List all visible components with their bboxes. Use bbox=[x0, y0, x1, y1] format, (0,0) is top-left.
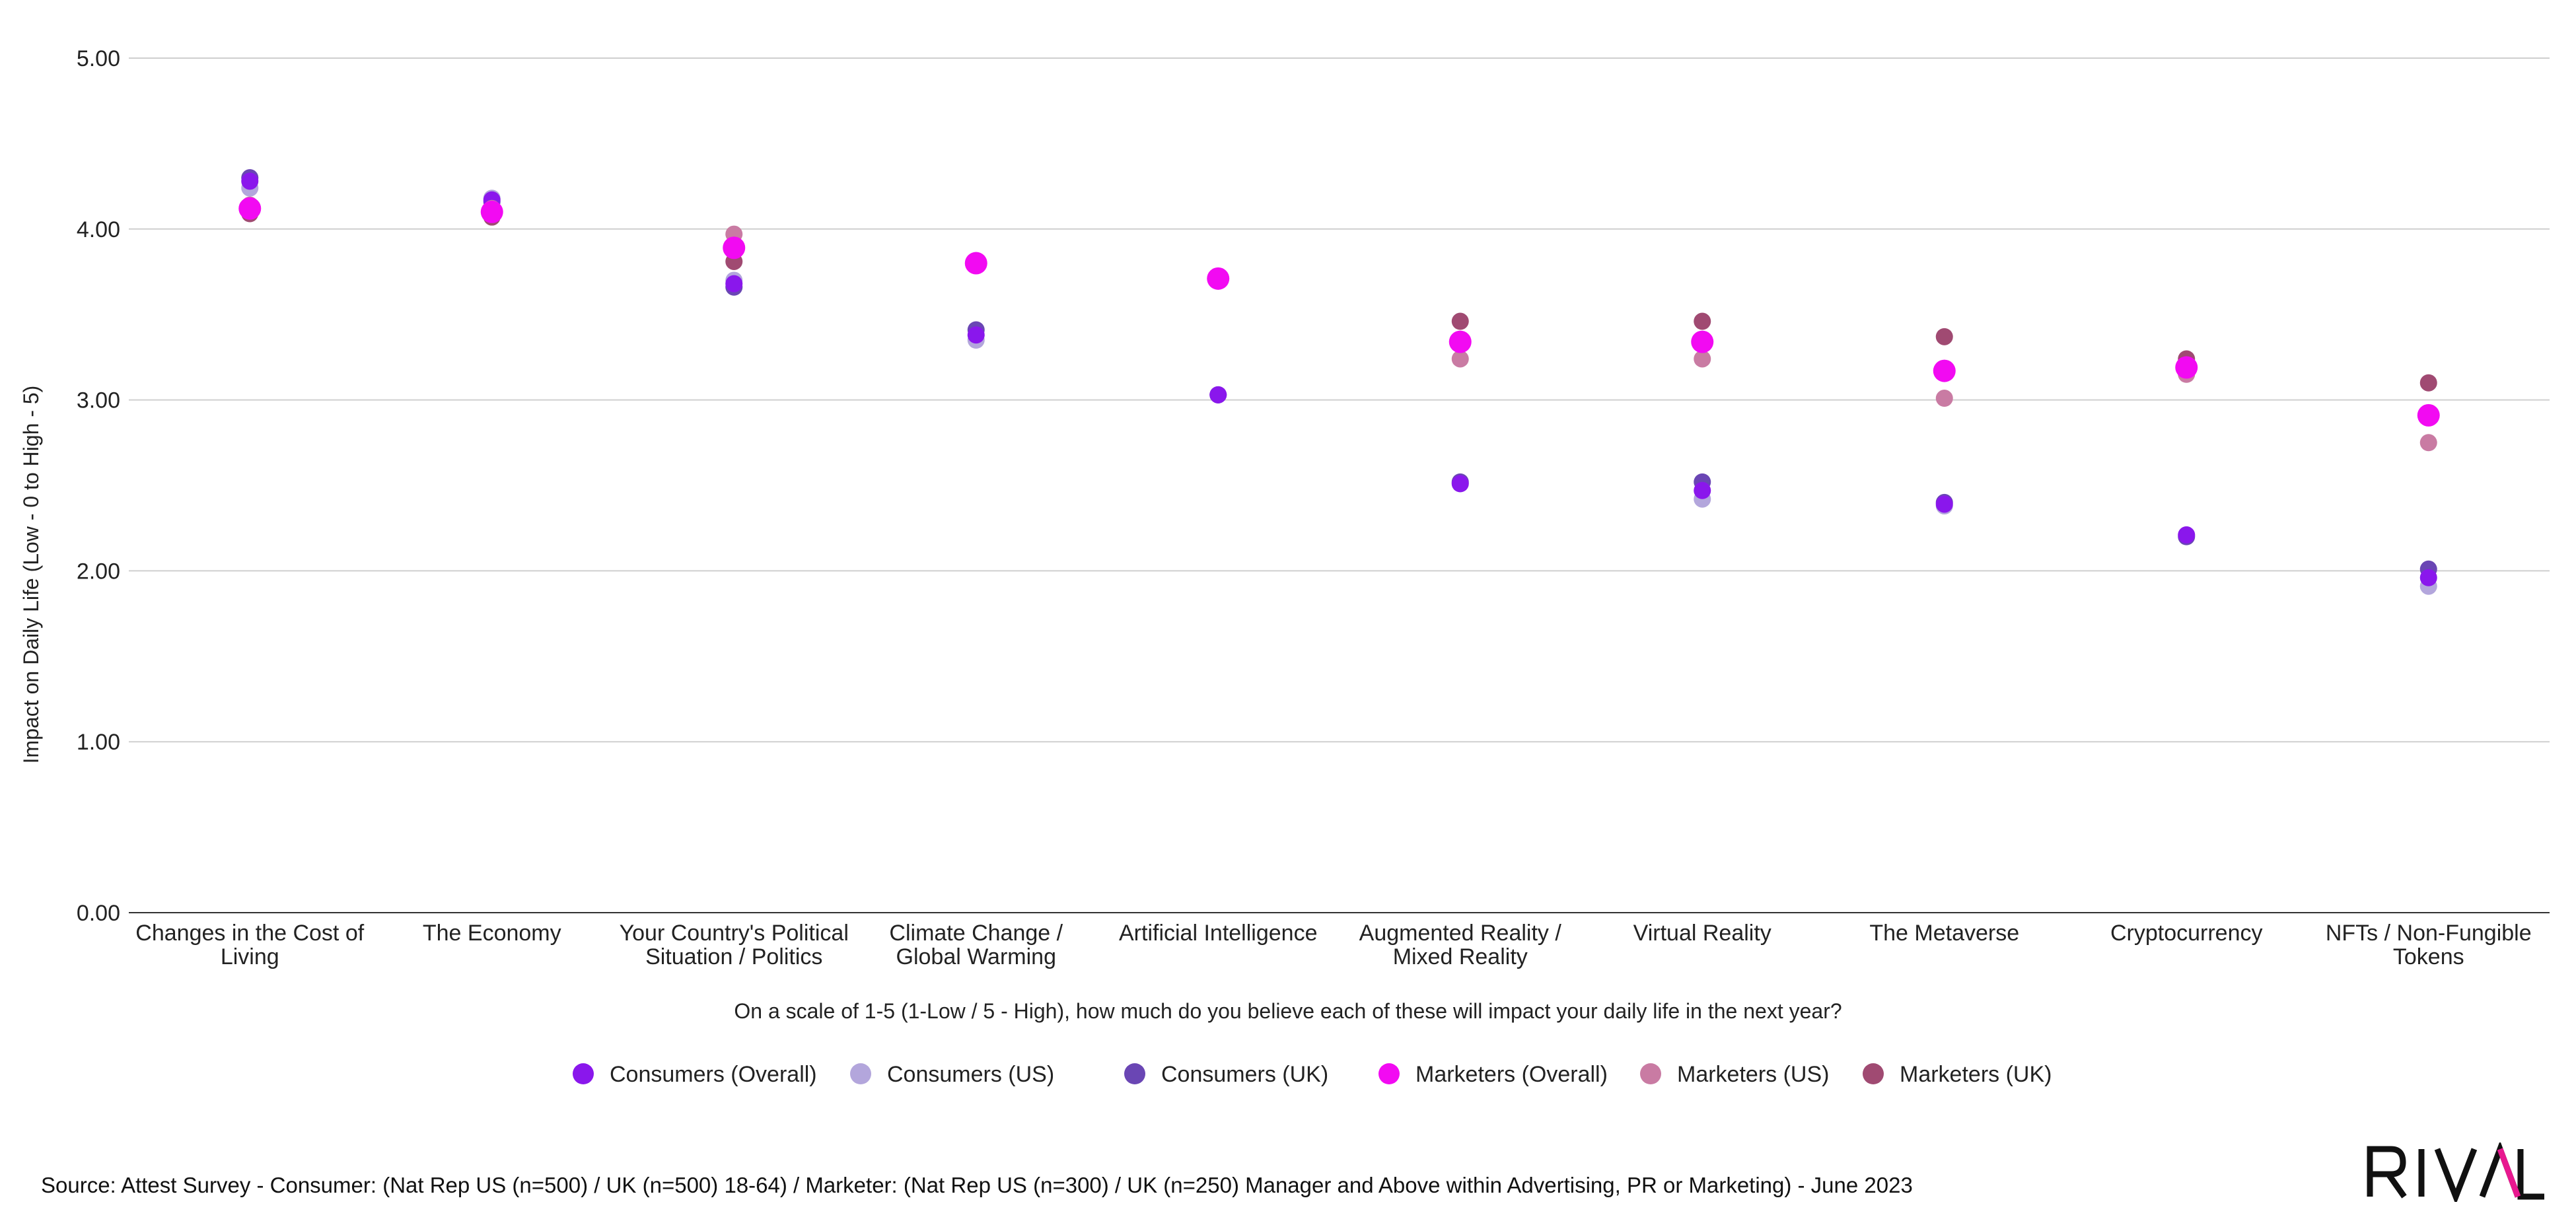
data-points bbox=[238, 169, 2440, 595]
x-category-label: Your Country's Political Situation / Poli… bbox=[620, 921, 849, 969]
legend-label: Marketers (Overall) bbox=[1415, 1062, 1608, 1087]
data-point bbox=[1933, 359, 1956, 382]
y-tick-label: 1.00 bbox=[77, 730, 120, 755]
x-category-label: Changes in the Cost of Living bbox=[135, 921, 364, 969]
data-point bbox=[1451, 312, 1469, 330]
data-point bbox=[2419, 374, 2437, 392]
legend-label: Consumers (UK) bbox=[1161, 1062, 1328, 1087]
x-category-labels: Changes in the Cost of Living The Economy Y… bbox=[135, 921, 2531, 969]
x-category-label: Cryptocurrency bbox=[2110, 921, 2263, 946]
legend-label: Marketers (US) bbox=[1677, 1062, 1829, 1087]
x-category-label: The Metaverse bbox=[1869, 921, 2019, 946]
data-point bbox=[2175, 356, 2198, 379]
legend-marker bbox=[1640, 1063, 1661, 1084]
y-axis-title: Impact on Daily Life (Low - 0 to High - … bbox=[19, 386, 43, 764]
source-note: Source: Attest Survey - Consumer: (Nat R… bbox=[41, 1173, 1913, 1197]
x-category-label: The Economy bbox=[423, 921, 561, 946]
legend-label: Consumers (US) bbox=[887, 1062, 1054, 1087]
y-tick-label: 4.00 bbox=[77, 217, 120, 242]
data-point bbox=[1207, 267, 1230, 290]
legend-marker bbox=[850, 1063, 871, 1084]
data-point bbox=[1449, 330, 1472, 353]
data-point bbox=[1691, 330, 1714, 353]
data-point bbox=[967, 326, 985, 344]
x-axis-title: On a scale of 1-5 (1-Low / 5 - High), ho… bbox=[734, 999, 1842, 1023]
y-tick-label: 0.00 bbox=[77, 901, 120, 926]
gridlines bbox=[129, 57, 2550, 743]
data-point bbox=[964, 252, 987, 275]
y-tick-label: 3.00 bbox=[77, 388, 120, 413]
rival-logo bbox=[2367, 1142, 2544, 1202]
x-category-label: Artificial Intelligence bbox=[1119, 921, 1317, 946]
data-point bbox=[1451, 475, 1469, 493]
data-point bbox=[1935, 328, 1953, 345]
x-category-label: NFTs / Non-Fungible Tokens bbox=[2326, 921, 2532, 969]
data-point bbox=[1694, 481, 1711, 499]
x-category-label: Virtual Reality bbox=[1633, 921, 1771, 946]
legend-label: Marketers (UK) bbox=[1900, 1062, 2052, 1087]
data-point bbox=[2417, 403, 2440, 427]
legend-marker bbox=[1378, 1063, 1400, 1084]
legend-label: Consumers (Overall) bbox=[610, 1062, 817, 1087]
legend: Consumers (Overall) Consumers (US) Consume… bbox=[573, 1062, 2052, 1087]
data-point bbox=[1209, 386, 1227, 403]
data-point bbox=[241, 172, 259, 190]
data-point bbox=[480, 200, 503, 223]
data-point bbox=[2419, 434, 2437, 452]
data-point bbox=[723, 236, 746, 260]
data-point bbox=[1694, 312, 1711, 330]
y-tick-label: 2.00 bbox=[77, 559, 120, 584]
x-category-label: Augmented Reality / Mixed Reality bbox=[1359, 921, 1562, 969]
data-point bbox=[238, 197, 262, 220]
legend-marker bbox=[1124, 1063, 1145, 1084]
data-point bbox=[1694, 350, 1711, 368]
x-category-label: Climate Change / Global Warming bbox=[889, 921, 1063, 969]
data-point bbox=[2419, 569, 2437, 586]
data-point bbox=[725, 275, 743, 293]
data-point bbox=[1935, 495, 1953, 513]
legend-marker bbox=[573, 1063, 594, 1084]
legend-marker bbox=[1863, 1063, 1884, 1084]
y-tick-label: 5.00 bbox=[77, 46, 120, 71]
data-point bbox=[2178, 526, 2196, 544]
y-tick-labels: 0.00 1.00 2.00 3.00 4.00 5.00 bbox=[77, 46, 120, 926]
data-point bbox=[1935, 390, 1953, 407]
data-point bbox=[1451, 350, 1469, 368]
